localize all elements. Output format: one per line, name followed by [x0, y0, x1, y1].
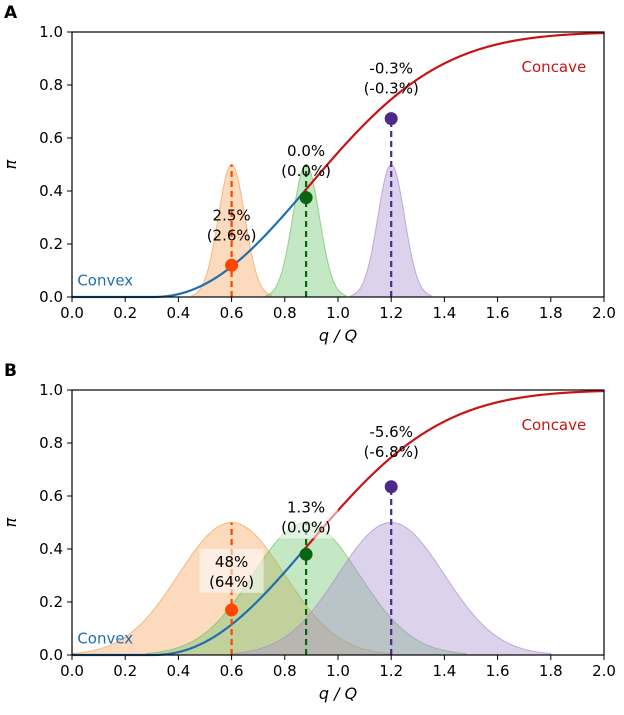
x-tick-label: 0.0 — [60, 662, 84, 680]
convex-label: Convex — [77, 630, 133, 648]
green-annotation-box — [274, 494, 339, 539]
orange-annotation-box — [199, 548, 264, 593]
x-tick-label: 0.8 — [273, 304, 297, 322]
x-tick-label: 0.0 — [60, 304, 84, 322]
y-tick-label: 0.2 — [39, 593, 63, 611]
x-tick-label: 0.6 — [220, 662, 244, 680]
x-tick-label: 1.6 — [486, 304, 510, 322]
panel-a: A Convex Concave 2.5% (2.6%) 0.0% (0.0%) -0.3% (… — [1, 3, 616, 345]
purple-annotation-value: -5.6% — [369, 423, 413, 441]
x-tick-label: 0.4 — [166, 304, 190, 322]
x-tick-label: 1.8 — [539, 304, 563, 322]
concave-curve — [303, 31, 605, 192]
y-tick-label: 0.2 — [39, 235, 63, 253]
orange-point — [225, 603, 239, 617]
green-annotation-paren: (0.0%) — [281, 162, 331, 180]
orange-annotation-value: 48% — [215, 553, 248, 571]
panel-label: B — [4, 361, 17, 381]
y-axis-label: π — [1, 159, 20, 169]
purple-point — [384, 112, 398, 126]
x-axis-label: q / Q — [319, 684, 357, 703]
x-tick-label: 1.4 — [432, 304, 456, 322]
x-tick-label: 1.0 — [326, 304, 350, 322]
purple-annotation-paren: (-0.3%) — [364, 80, 419, 98]
orange-annotation-paren: (2.6%) — [207, 227, 257, 245]
green-point — [299, 547, 313, 561]
x-tick-label: 2.0 — [592, 304, 616, 322]
y-tick-label: 0.0 — [39, 288, 63, 306]
x-tick-label: 1.8 — [539, 662, 563, 680]
purple-annotation-value: -0.3% — [369, 60, 413, 78]
x-tick-label: 0.8 — [273, 662, 297, 680]
y-tick-label: 0.0 — [39, 646, 63, 664]
x-tick-label: 1.0 — [326, 662, 350, 680]
y-tick-label: 0.4 — [39, 182, 63, 200]
concave-label: Concave — [522, 58, 587, 76]
y-tick-label: 1.0 — [39, 381, 63, 399]
x-tick-label: 1.4 — [432, 662, 456, 680]
purple-annotation-paren: (-6.8%) — [364, 443, 419, 461]
x-tick-label: 0.4 — [166, 662, 190, 680]
purple-distribution — [231, 521, 552, 656]
panel-label: A — [4, 3, 18, 23]
y-tick-label: 0.6 — [39, 129, 63, 147]
y-axis-label: π — [1, 517, 20, 527]
green-annotation-value: 0.0% — [287, 142, 325, 160]
orange-point — [225, 258, 239, 272]
x-tick-label: 0.2 — [113, 304, 137, 322]
orange-annotation-value: 2.5% — [213, 207, 251, 225]
purple-point — [384, 480, 398, 494]
x-tick-label: 0.2 — [113, 662, 137, 680]
x-tick-label: 0.6 — [220, 304, 244, 322]
x-tick-label: 1.2 — [379, 662, 403, 680]
y-tick-label: 0.4 — [39, 540, 63, 558]
y-tick-label: 0.8 — [39, 76, 63, 94]
y-tick-label: 0.8 — [39, 434, 63, 452]
x-tick-label: 2.0 — [592, 662, 616, 680]
green-annotation-value: 1.3% — [287, 498, 325, 516]
green-annotation-paren: (0.0%) — [281, 518, 331, 536]
x-axis-label: q / Q — [319, 326, 357, 345]
y-tick-label: 0.6 — [39, 487, 63, 505]
green-point — [299, 191, 313, 205]
panel-b: B Convex Concave 48% (64%) 1.3% (0.0%) -5.6% (-6… — [1, 361, 616, 703]
x-tick-label: 1.2 — [379, 304, 403, 322]
orange-annotation-paren: (64%) — [209, 573, 254, 591]
concave-curve — [303, 389, 605, 550]
x-tick-label: 1.6 — [486, 662, 510, 680]
concave-label: Concave — [522, 416, 587, 434]
y-tick-label: 1.0 — [39, 23, 63, 41]
convex-label: Convex — [77, 272, 133, 290]
